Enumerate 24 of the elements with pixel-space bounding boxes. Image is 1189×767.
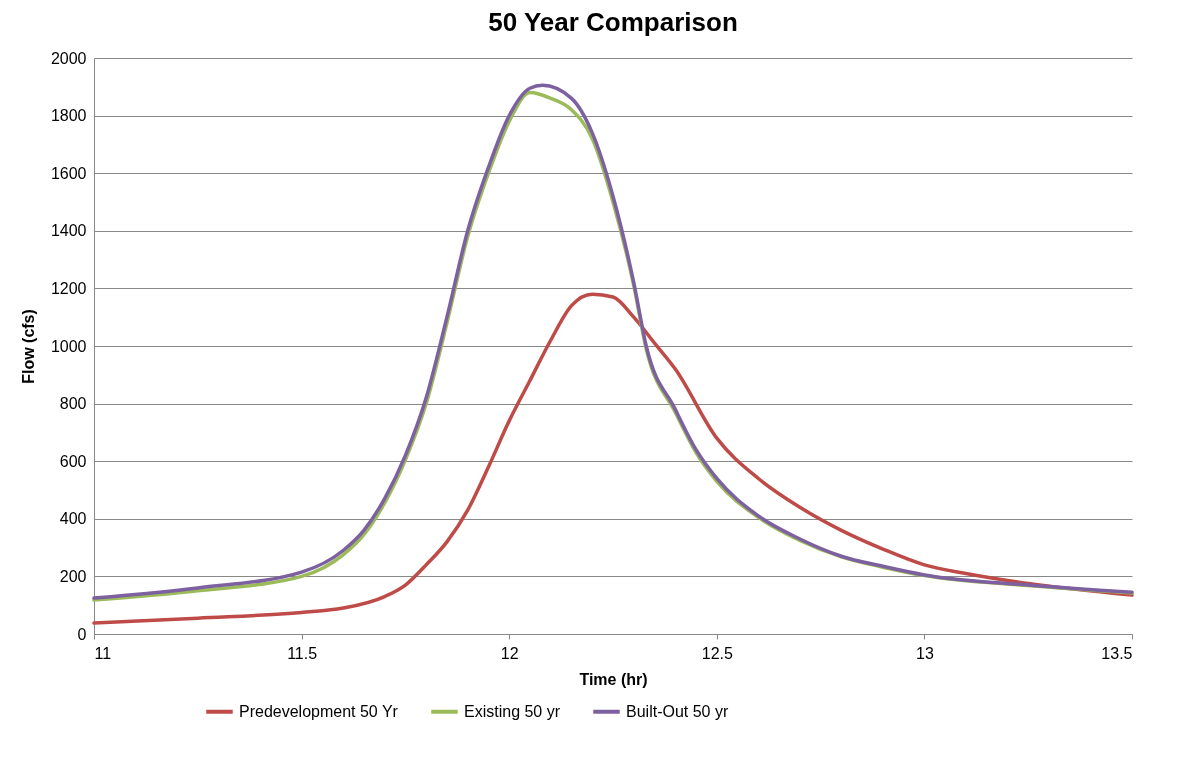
y-tick-label: 1000 xyxy=(50,337,87,355)
legend-label: Built-Out 50 yr xyxy=(626,702,729,720)
y-tick-label: 600 xyxy=(59,452,87,470)
y-axis-title: Flow (cfs) xyxy=(19,309,37,384)
y-tick-label: 1800 xyxy=(50,107,87,125)
chart-title: 50 Year Comparison xyxy=(488,7,738,37)
y-tick-label: 0 xyxy=(77,625,87,643)
y-tick-label: 1400 xyxy=(50,222,87,240)
x-tick-label: 13 xyxy=(916,644,934,662)
y-tick-label: 800 xyxy=(59,395,87,413)
x-tick-label: 11 xyxy=(94,644,112,662)
x-tick-label: 12.5 xyxy=(701,644,733,662)
y-tick-label: 2000 xyxy=(50,49,87,67)
y-tick-label: 200 xyxy=(59,567,87,585)
line-series xyxy=(92,292,1134,625)
y-tick-label: 1600 xyxy=(50,164,87,182)
x-tick-label: 12 xyxy=(500,644,519,662)
x-tick-label: 11.5 xyxy=(287,644,318,662)
x-tick-label: 13.5 xyxy=(1101,644,1133,662)
y-tick-label: 1200 xyxy=(50,279,87,297)
legend-label: Existing 50 yr xyxy=(464,702,561,720)
legend-label: Predevelopment 50 Yr xyxy=(239,702,399,720)
y-tick-label: 400 xyxy=(59,510,87,528)
x-axis-title: Time (hr) xyxy=(579,670,648,688)
